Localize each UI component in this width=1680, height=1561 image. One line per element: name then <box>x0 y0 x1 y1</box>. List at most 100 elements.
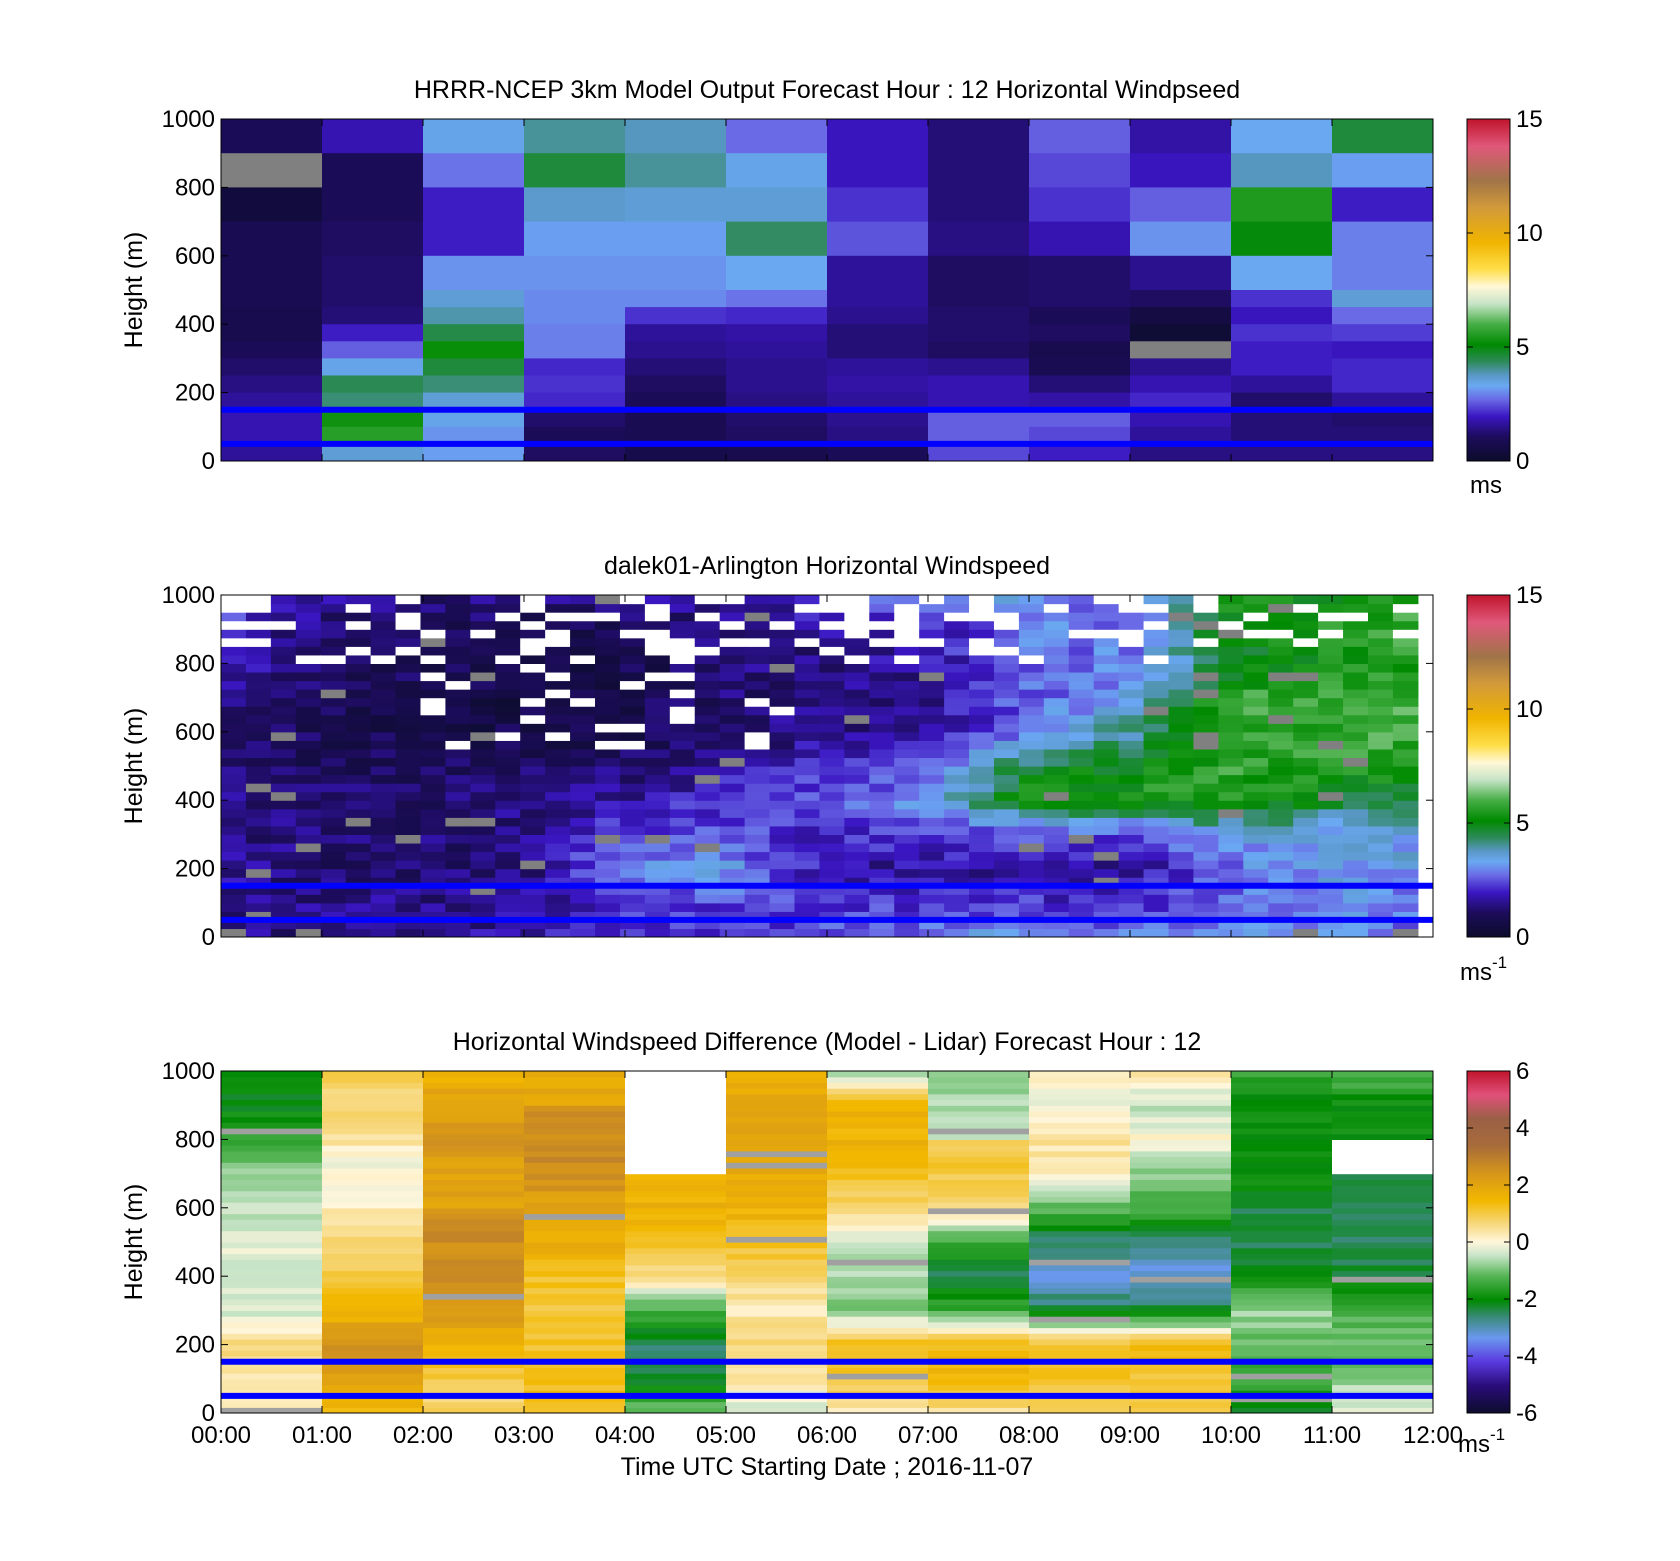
heatmap-cell <box>1143 791 1170 801</box>
heatmap-cell <box>1043 834 1070 844</box>
heatmap-cell <box>320 689 347 699</box>
heatmap-cell <box>470 825 496 835</box>
heatmap-cell <box>719 680 746 690</box>
heatmap-cell <box>320 902 347 912</box>
heatmap-cell <box>320 877 347 887</box>
heatmap-cell <box>1043 757 1070 767</box>
heatmap-cell <box>969 808 995 818</box>
heatmap-cell <box>827 1145 929 1152</box>
heatmap-cell <box>944 894 970 904</box>
heatmap-cell <box>1268 714 1294 724</box>
heatmap-cell <box>669 877 696 887</box>
heatmap-cell <box>919 868 945 878</box>
heatmap-cell <box>1029 1304 1131 1311</box>
heatmap-cell <box>1043 654 1070 664</box>
heatmap-cell <box>1268 612 1294 622</box>
heatmap-cell <box>1029 1093 1131 1101</box>
heatmap-cell <box>345 928 372 937</box>
heatmap-cell <box>524 1327 626 1334</box>
panel-model-colorbar-bar <box>1466 118 1511 462</box>
heatmap-cell <box>322 1287 424 1294</box>
heatmap-cell <box>1231 1384 1333 1391</box>
heatmap-cell <box>1068 800 1095 810</box>
heatmap-cell <box>726 1150 828 1158</box>
heatmap-cell <box>1332 1099 1433 1106</box>
heatmap-cell <box>420 825 447 835</box>
heatmap-cell <box>1332 1213 1433 1220</box>
heatmap-cell <box>245 766 272 776</box>
heatmap-cell <box>827 1384 929 1391</box>
heatmap-cell <box>345 766 372 776</box>
heatmap-cell <box>1218 902 1244 912</box>
heatmap-cell <box>370 612 397 622</box>
heatmap-cell <box>827 1287 929 1294</box>
heatmap-cell <box>827 1162 929 1169</box>
heatmap-cell <box>395 595 422 605</box>
heatmap-cell <box>928 358 1030 377</box>
heatmap-cell <box>1318 928 1344 937</box>
heatmap-cell <box>295 757 322 767</box>
heatmap-cell <box>744 919 771 930</box>
heatmap-cell <box>345 706 372 716</box>
heatmap-cell <box>844 757 870 767</box>
heatmap-cell <box>944 825 970 835</box>
heatmap-cell <box>694 766 721 776</box>
heatmap-cell <box>794 740 821 750</box>
heatmap-cell <box>827 1230 929 1237</box>
heatmap-cell <box>322 1378 424 1386</box>
heatmap-cell <box>694 595 721 605</box>
heatmap-cell <box>719 868 746 878</box>
heatmap-cell <box>1043 740 1070 750</box>
heatmap-cell <box>625 1145 727 1152</box>
heatmap-cell <box>270 877 297 887</box>
heatmap-cell <box>370 663 397 673</box>
heatmap-cell <box>827 1116 929 1123</box>
heatmap-cell <box>221 774 247 784</box>
heatmap-cell <box>423 1224 525 1232</box>
heatmap-cell <box>919 902 945 912</box>
heatmap-cell <box>1130 1384 1232 1391</box>
heatmap-cell <box>969 851 995 861</box>
heatmap-cell <box>944 757 970 767</box>
heatmap-cell <box>794 603 821 613</box>
heatmap-cell <box>669 825 696 835</box>
heatmap-cell <box>819 919 845 930</box>
heatmap-cell <box>1293 603 1319 613</box>
heatmap-cell <box>827 1407 929 1413</box>
heatmap-cell <box>744 646 771 656</box>
heatmap-cell <box>894 800 920 810</box>
y-tick-label: 200 <box>175 380 215 407</box>
heatmap-cell <box>320 697 347 707</box>
heatmap-cell <box>744 697 771 707</box>
heatmap-cell <box>928 1321 1030 1329</box>
heatmap-cell <box>545 894 571 904</box>
heatmap-cell <box>1392 851 1419 861</box>
heatmap-cell <box>1068 791 1095 801</box>
heatmap-cell <box>1043 697 1070 707</box>
heatmap-cell <box>1018 834 1045 844</box>
heatmap-cell <box>1093 629 1120 639</box>
heatmap-cell <box>969 637 995 647</box>
heatmap-cell <box>726 187 828 223</box>
heatmap-cell <box>944 791 970 801</box>
heatmap-cell <box>819 697 845 707</box>
panel-difference-title: Horizontal Windspeed Difference (Model -… <box>453 1028 1201 1056</box>
heatmap-cell <box>644 680 671 690</box>
heatmap-cell <box>625 409 727 428</box>
heatmap-cell <box>322 409 424 428</box>
heatmap-cell <box>869 877 895 887</box>
heatmap-cell <box>1343 860 1369 870</box>
heatmap-cell <box>1068 697 1095 707</box>
heatmap-cell <box>1332 1327 1433 1334</box>
heatmap-cell <box>1130 341 1232 359</box>
heatmap-cell <box>221 1219 323 1226</box>
heatmap-cell <box>1231 1378 1333 1386</box>
heatmap-cell <box>495 911 521 921</box>
heatmap-cell <box>470 842 496 853</box>
heatmap-cell <box>827 1088 929 1095</box>
heatmap-cell <box>869 911 895 921</box>
heatmap-cell <box>1332 443 1433 461</box>
heatmap-cell <box>495 654 521 664</box>
heatmap-cell <box>445 774 471 784</box>
heatmap-cell <box>1029 1167 1131 1175</box>
